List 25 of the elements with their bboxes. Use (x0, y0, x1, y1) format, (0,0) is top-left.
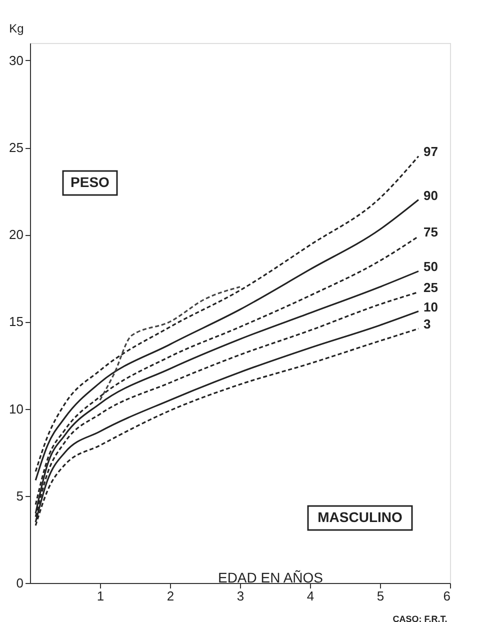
series-label: 50 (424, 259, 438, 274)
series-label: 10 (424, 299, 438, 314)
y-tick-label: 15 (9, 314, 24, 330)
series-label: 25 (424, 280, 438, 296)
x-tick-label: 4 (306, 588, 314, 604)
y-tick-label: 10 (9, 401, 24, 416)
series-label: 75 (424, 224, 438, 240)
series-label: 3 (424, 316, 431, 332)
series-label: 90 (424, 188, 438, 203)
series-label: 97 (424, 144, 438, 160)
x-tick-label: 5 (376, 588, 384, 604)
x-tick-label: 3 (236, 588, 244, 604)
y-axis-title: Kg (9, 22, 24, 36)
x-tick-label: 1 (96, 588, 104, 604)
y-tick-label: 25 (9, 140, 24, 156)
x-tick-label: 2 (166, 588, 174, 604)
annotation: PESO (70, 174, 110, 190)
y-tick-label: 20 (9, 227, 24, 242)
annotation: MASCULINO (318, 509, 402, 525)
x-tick-label: 6 (443, 588, 450, 604)
x-axis-title: EDAD EN AÑOS (218, 570, 324, 586)
text: CASO: F.R.T. (392, 614, 448, 622)
y-tick-label: 30 (9, 52, 24, 68)
y-tick-label: 5 (16, 488, 24, 504)
y-tick-label: 0 (16, 576, 24, 590)
